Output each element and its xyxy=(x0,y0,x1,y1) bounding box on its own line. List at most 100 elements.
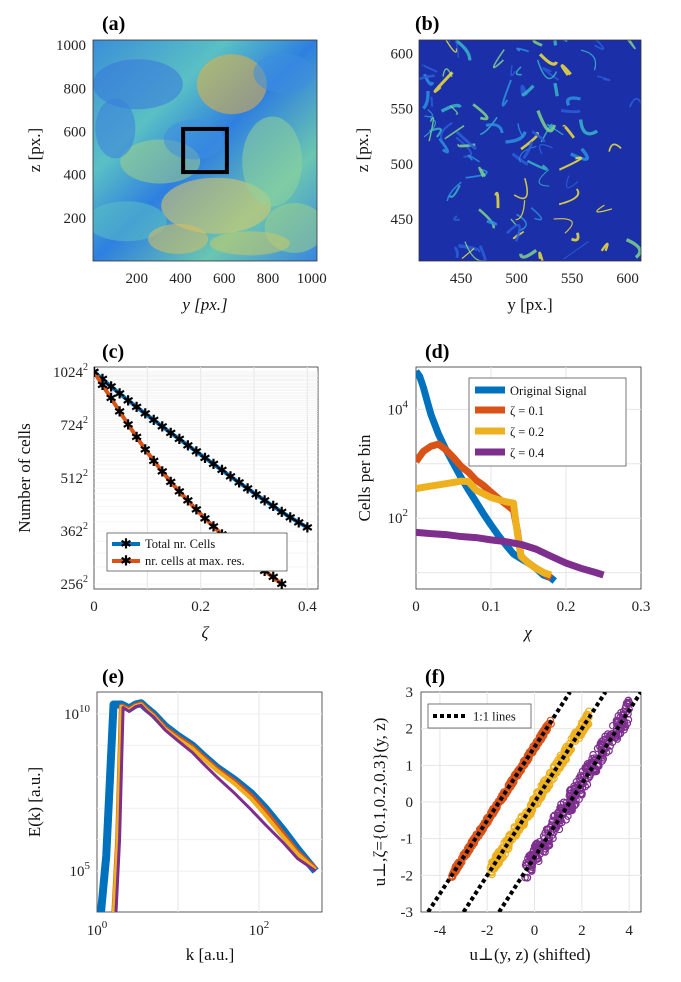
swirl-70 xyxy=(455,130,477,150)
panel-d-xtick: 0.1 xyxy=(482,599,501,615)
swirl-84 xyxy=(449,105,459,115)
panel-f-point xyxy=(545,841,554,850)
panel-c-marker: ✱ xyxy=(259,564,271,580)
swirl-90 xyxy=(478,166,487,178)
panel-e-ytick: 1010 xyxy=(64,703,91,723)
swirl-82 xyxy=(478,245,488,261)
swirl-49 xyxy=(438,137,449,154)
swirl-45 xyxy=(430,96,434,107)
panel-a-ytick: 1000 xyxy=(56,38,86,54)
panel-c-marker: ✱ xyxy=(191,503,203,519)
swirl-10 xyxy=(532,40,543,47)
panel-d-label: (d) xyxy=(425,341,449,363)
panel-a-ylabel: z [px.] xyxy=(25,128,44,172)
panel-b-label: (b) xyxy=(415,13,439,35)
panel-f-ytick: 1 xyxy=(406,758,414,774)
swirl-54 xyxy=(453,215,460,221)
panel-d: (d) 0 0.1 0.2 0.3 102 104 Original Signal ζ =… xyxy=(355,341,650,642)
swirl-42 xyxy=(455,40,472,61)
panel-f-point xyxy=(545,769,554,777)
panel-b-heatmap xyxy=(419,40,641,261)
swirl-31 xyxy=(570,147,590,161)
panel-f-point xyxy=(518,763,526,772)
panel-b-ylabel: z [px.] xyxy=(353,128,372,172)
panel-b-ytick: 600 xyxy=(391,46,414,62)
swirl-34 xyxy=(465,168,488,179)
panel-b-xlabel: y [px.] xyxy=(507,295,552,314)
swirl-74 xyxy=(433,71,454,93)
swirl-3 xyxy=(444,125,465,140)
panel-f-label: (f) xyxy=(425,666,445,688)
panel-c-marker: ✱ xyxy=(139,407,151,423)
heatmap-patch-0 xyxy=(161,177,272,234)
panel-b-xtick: 500 xyxy=(505,271,528,287)
heatmap-patch-3 xyxy=(242,116,303,207)
swirl-14 xyxy=(445,40,458,53)
swirl-94 xyxy=(558,188,580,206)
legend-zeta-02: ζ = 0.2 xyxy=(510,425,544,439)
panel-c-marker: ✱ xyxy=(242,481,254,497)
panel-c-marker: ✱ xyxy=(131,400,143,416)
panel-c-ytick: 3622 xyxy=(61,521,89,540)
swirl-41 xyxy=(538,53,559,66)
panel-b-xtick: 450 xyxy=(450,271,473,287)
swirl-39 xyxy=(515,66,522,76)
zoom-region-box xyxy=(181,126,229,175)
swirl-81 xyxy=(531,130,546,143)
swirl-30 xyxy=(446,181,462,202)
panel-c-marker: ✱ xyxy=(182,494,194,510)
panel-e-xtick: 100 xyxy=(87,919,108,939)
panel-c-marker: ✱ xyxy=(191,445,203,461)
panel-c-marker: ✱ xyxy=(233,476,245,492)
panel-f-point xyxy=(568,795,576,803)
panel-f-point xyxy=(489,807,497,815)
panel-c-marker: ✱ xyxy=(293,516,305,532)
panel-f-point xyxy=(528,748,537,757)
panel-f-point xyxy=(589,750,597,759)
legend-zeta-01: ζ = 0.1 xyxy=(510,404,544,418)
swirl-85 xyxy=(608,143,622,152)
panel-f-ytick: -1 xyxy=(401,832,414,848)
panel-c-ylabel: Number of cells xyxy=(15,423,34,533)
panel-e-ylabel: E(k) [a.u.] xyxy=(25,767,44,837)
swirl-36 xyxy=(536,110,557,133)
panel-f-point xyxy=(499,789,508,798)
panel-f-xlabel: u⊥(y, z) (shifted) xyxy=(469,945,590,964)
swirl-79 xyxy=(553,218,573,234)
legend-total-cells: Total nr. Cells xyxy=(145,537,215,551)
swirl-64 xyxy=(494,191,500,209)
panel-f-ytick: 2 xyxy=(406,722,414,738)
swirl-32 xyxy=(578,119,599,136)
swirl-0 xyxy=(511,152,529,166)
swirl-65 xyxy=(596,204,613,213)
panel-c-marker: ✱ xyxy=(267,570,279,586)
panel-d-xlabel: χ xyxy=(522,623,532,642)
panel-c-marker: ✱ xyxy=(208,519,220,535)
swirl-33 xyxy=(472,103,489,121)
panel-a-xtick: 1000 xyxy=(297,271,327,287)
panel-c-ytick: 2562 xyxy=(61,574,89,593)
panel-c-marker: ✱ xyxy=(284,510,296,526)
panel-c-marker: ✱ xyxy=(148,413,160,429)
panel-f-point xyxy=(535,837,544,846)
swirl-46 xyxy=(421,63,438,73)
panel-d-xtick: 0.3 xyxy=(632,599,651,615)
swirl-69 xyxy=(600,242,609,252)
panel-c: (c) ✱✱✱✱✱✱✱✱✱✱✱✱✱✱✱✱✱✱✱✱✱✱✱✱✱✱✱✱✱✱✱✱✱✱✱✱… xyxy=(15,341,319,642)
panel-c-xtick: 0 xyxy=(90,599,98,615)
swirl-43 xyxy=(422,90,430,110)
panel-c-marker: ✱ xyxy=(114,404,126,420)
swirl-4 xyxy=(453,246,459,259)
panel-d-ytick: 102 xyxy=(388,507,409,527)
panel-f-1to1-line-0 xyxy=(426,692,572,912)
panel-b-xtick: 600 xyxy=(616,271,639,287)
panel-c-marker: ✱ xyxy=(88,365,100,381)
panel-f-xtick: 2 xyxy=(578,923,586,939)
swirl-86 xyxy=(558,156,583,171)
panel-f-xtick: 4 xyxy=(625,923,633,939)
swirl-18 xyxy=(566,175,579,189)
swirl-60 xyxy=(628,98,641,108)
panel-f-point xyxy=(616,729,624,738)
panel-a-ytick: 800 xyxy=(64,81,87,97)
panel-c-marker: ✱ xyxy=(105,379,117,395)
